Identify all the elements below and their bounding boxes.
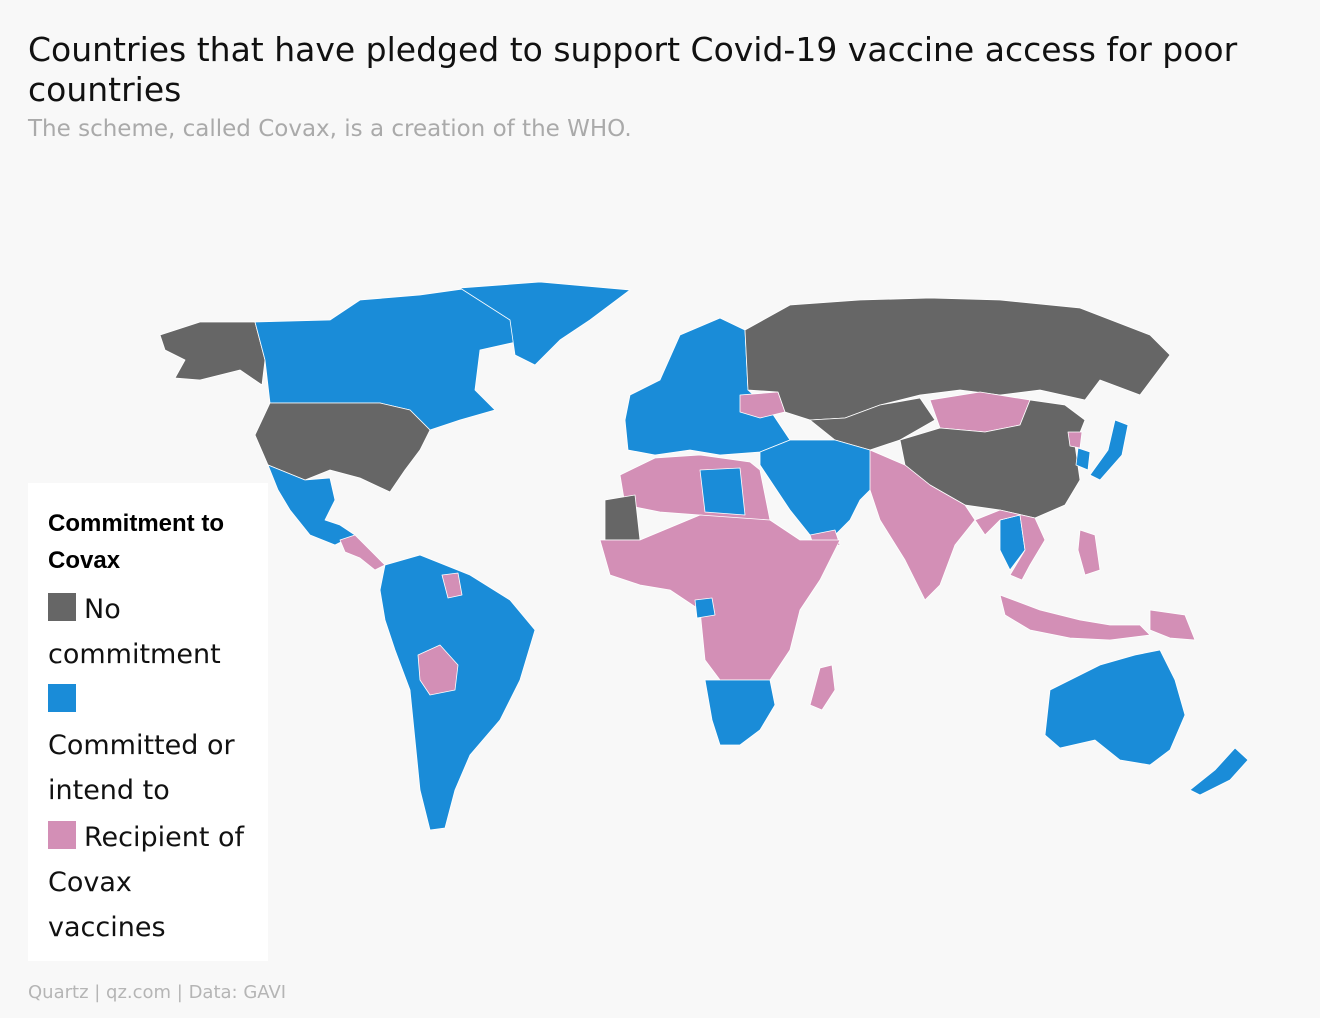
- region-mexico: [267, 464, 356, 546]
- region-indonesia: [999, 594, 1151, 641]
- legend-swatch-committed: [48, 684, 76, 712]
- region-central-america: [339, 534, 386, 571]
- legend-title: Commitment to Covax: [48, 510, 224, 574]
- legend-label-no-commitment: No commitment: [48, 594, 221, 670]
- region-guyana: [441, 572, 463, 599]
- region-papua-new-guinea: [1149, 609, 1196, 641]
- region-mauritania: [604, 494, 641, 541]
- legend-swatch-recipient: [48, 821, 76, 849]
- region-australia: [1044, 649, 1186, 766]
- region-bolivia: [417, 644, 459, 696]
- footer-credit: Quartz | qz.com | Data: GAVI: [28, 982, 287, 1003]
- legend-swatch-no-commitment: [48, 593, 76, 621]
- region-new-zealand: [1189, 747, 1249, 796]
- chart-title: Countries that have pledged to support C…: [28, 30, 1238, 109]
- region-madagascar: [809, 664, 836, 711]
- region-greenland: [459, 281, 631, 366]
- region-north-africa: [619, 454, 771, 521]
- region-philippines: [1077, 529, 1101, 576]
- region-middle-east: [759, 439, 881, 536]
- region-south-america: [379, 554, 536, 831]
- region-south-asia: [869, 449, 976, 601]
- region-japan: [1089, 419, 1129, 481]
- legend-item-committed: Committed or intend to: [48, 678, 248, 813]
- chart-subtitle: The scheme, called Covax, is a creation …: [28, 116, 632, 142]
- region-alaska: [159, 321, 266, 386]
- legend-item-no-commitment: No commitment: [48, 587, 248, 677]
- legend-label-committed: Committed or intend to: [48, 730, 235, 806]
- region-north-korea: [1067, 431, 1083, 449]
- region-sub-saharan-africa: [599, 514, 841, 681]
- region-korea: [1075, 447, 1091, 471]
- region-gabon: [694, 597, 716, 619]
- region-ukraine: [739, 391, 786, 419]
- region-southern-africa: [704, 679, 776, 746]
- region-southeast-asia: [974, 509, 1046, 581]
- legend-label-recipient: Recipient of Covax vaccines: [48, 822, 245, 943]
- region-libya: [699, 467, 746, 516]
- legend: Commitment to Covax No commitment Commit…: [28, 483, 268, 961]
- world-map: [159, 281, 1249, 831]
- region-russia: [744, 297, 1171, 421]
- legend-item-recipient: Recipient of Covax vaccines: [48, 815, 248, 950]
